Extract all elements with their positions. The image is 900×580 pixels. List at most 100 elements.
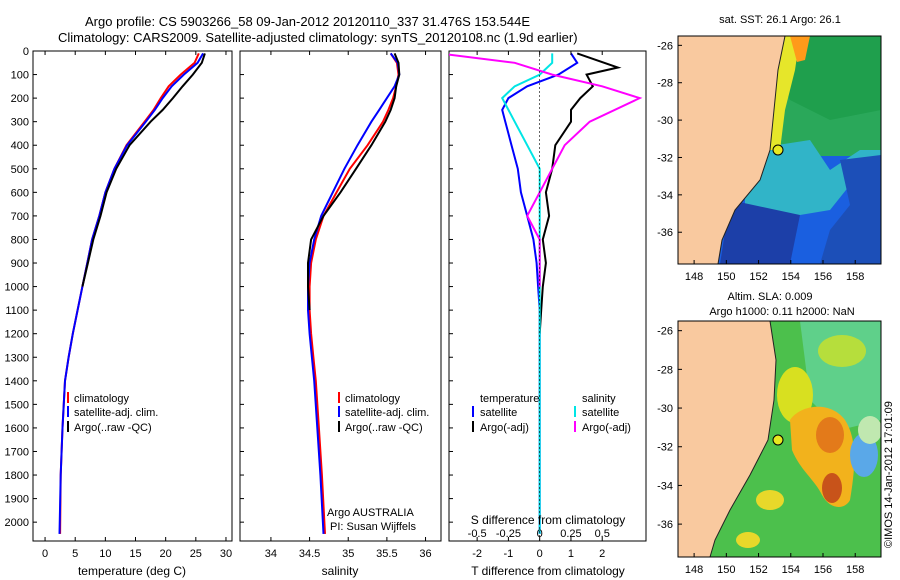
temperature-legend: climatology satellite-adj. clim. Argo(..… bbox=[67, 392, 158, 434]
difference-legend: temperature satellite Argo(-adj) salinit… bbox=[472, 393, 631, 434]
legend-label-argo: Argo(..raw -QC) bbox=[345, 422, 423, 434]
argo-float-marker bbox=[772, 434, 784, 446]
y-tick-label: 1700 bbox=[5, 446, 29, 458]
map-y-tick-label: -30 bbox=[657, 115, 673, 127]
series-line-argo--adj- bbox=[449, 53, 643, 287]
map-x-tick-label: 150 bbox=[717, 564, 735, 576]
map-x-tick-label: 152 bbox=[749, 564, 767, 576]
sla-map-title: Altim. SLA: 0.009 bbox=[728, 291, 813, 303]
legend-label-argo: Argo(..raw -QC) bbox=[74, 422, 152, 434]
y-tick-label: 600 bbox=[11, 187, 29, 199]
y-tick-label: 300 bbox=[11, 117, 29, 129]
legend-label-satellite: satellite-adj. clim. bbox=[74, 407, 158, 419]
series-line-argo---raw--qc- bbox=[307, 53, 401, 311]
difference-axes-frame bbox=[448, 50, 647, 542]
y-tick-label: 100 bbox=[11, 70, 29, 82]
plot-title-line2: Climatology: CARS2009. Satellite-adjuste… bbox=[58, 30, 578, 45]
map-x-tick-label: 158 bbox=[846, 271, 864, 283]
argo-float-marker bbox=[772, 144, 784, 156]
series-line-climatology bbox=[308, 52, 400, 534]
map-x-tick-label: 150 bbox=[717, 271, 735, 283]
y-tick-label: 1400 bbox=[5, 376, 29, 388]
imos-credit: ©IMOS 14-Jan-2012 17:01:09 bbox=[883, 401, 895, 548]
map-y-tick-label: -32 bbox=[657, 152, 673, 164]
series-line-argo---raw--qc- bbox=[81, 53, 206, 287]
y-tick-label: 1300 bbox=[5, 352, 29, 364]
y-tick-label: 400 bbox=[11, 140, 29, 152]
legend-label-t-satellite: satellite bbox=[480, 407, 517, 419]
map-x-tick-label: 156 bbox=[814, 564, 832, 576]
salinity-panel: 34 34.5 35 35.5 36 salinity climatology sate… bbox=[239, 50, 442, 578]
x-tick-label: 1 bbox=[568, 548, 574, 560]
s-tick-label: -0.25 bbox=[496, 528, 521, 540]
sst-map-title: sat. SST: 26.1 Argo: 26.1 bbox=[719, 14, 841, 26]
s-tick-label: 0 bbox=[537, 528, 543, 540]
x-tick-label: 30 bbox=[220, 548, 232, 560]
y-tick-label: 1000 bbox=[5, 282, 29, 294]
map-y-tick-label: -34 bbox=[657, 190, 673, 202]
map-y-tick-label: -36 bbox=[657, 519, 673, 531]
salinity-axes-frame bbox=[239, 50, 442, 542]
map-y-tick-label: -26 bbox=[657, 326, 673, 338]
map-x-tick-label: 154 bbox=[782, 271, 800, 283]
map-x-tick-label: 152 bbox=[749, 271, 767, 283]
legend-label-s-argo: Argo(-adj) bbox=[582, 422, 631, 434]
x-tick-label: 35.5 bbox=[376, 548, 397, 560]
legend-title-temperature: temperature bbox=[480, 393, 539, 405]
y-tick-label: 500 bbox=[11, 164, 29, 176]
legend-label-satellite: satellite-adj. clim. bbox=[345, 407, 429, 419]
s-tick-label: 0.5 bbox=[595, 528, 610, 540]
map-y-tick-label: -34 bbox=[657, 480, 673, 492]
map-y-tick-label: -30 bbox=[657, 403, 673, 415]
x-tick-label: 10 bbox=[99, 548, 111, 560]
map-y-tick-label: -36 bbox=[657, 227, 673, 239]
sla-map-subtitle: Argo h1000: 0.11 h2000: NaN bbox=[709, 306, 854, 318]
map-y-tick-label: -32 bbox=[657, 442, 673, 454]
x-tick-label: 2 bbox=[599, 548, 605, 560]
salinity-xlabel: salinity bbox=[322, 564, 359, 578]
sla-map-panel: Altim. SLA: 0.009 Argo h1000: 0.11 h2000… bbox=[657, 291, 882, 576]
sla-heatmap bbox=[678, 321, 881, 557]
x-tick-label: -1 bbox=[504, 548, 514, 560]
temperature-axes-frame bbox=[32, 50, 233, 542]
series-line-satellite-adj--clim- bbox=[58, 52, 204, 534]
s-tick-label: -0.5 bbox=[468, 528, 487, 540]
y-tick-label: 2000 bbox=[5, 517, 29, 529]
sst-map-panel: sat. SST: 26.1 Argo: 26.1 148 150 152 154 15… bbox=[657, 14, 882, 283]
difference-panel: -2 -1 0 1 2 -0.5 -0.25 0 0.25 0.5 S difference f… bbox=[448, 50, 647, 578]
y-tick-label: 700 bbox=[11, 211, 29, 223]
legend-label-climatology: climatology bbox=[345, 393, 401, 405]
temperature-xlabel: temperature (deg C) bbox=[78, 564, 186, 578]
x-tick-label: 0 bbox=[42, 548, 48, 560]
plot-title-line1: Argo profile: CS 5903266_58 09-Jan-2012 … bbox=[85, 14, 531, 29]
y-tick-label: 1800 bbox=[5, 470, 29, 482]
y-tick-label: 1900 bbox=[5, 494, 29, 506]
y-tick-label: 1500 bbox=[5, 399, 29, 411]
map-x-tick-label: 148 bbox=[685, 564, 703, 576]
t-difference-xlabel: T difference from climatology bbox=[471, 564, 625, 578]
map-x-tick-label: 148 bbox=[685, 271, 703, 283]
x-tick-label: 15 bbox=[129, 548, 141, 560]
series-line-argo--adj- bbox=[538, 52, 622, 334]
map-x-tick-label: 156 bbox=[814, 271, 832, 283]
legend-label-t-argo: Argo(-adj) bbox=[480, 422, 529, 434]
legend-label-climatology: climatology bbox=[74, 393, 130, 405]
y-tick-label: 900 bbox=[11, 258, 29, 270]
sst-heatmap bbox=[678, 36, 881, 264]
x-tick-label: 36 bbox=[419, 548, 431, 560]
x-tick-label: -2 bbox=[472, 548, 482, 560]
s-tick-label: 0.25 bbox=[560, 528, 581, 540]
x-tick-label: 5 bbox=[72, 548, 78, 560]
y-tick-label: 1200 bbox=[5, 329, 29, 341]
map-y-tick-label: -26 bbox=[657, 40, 673, 52]
x-tick-label: 34 bbox=[265, 548, 277, 560]
y-tick-label: 0 bbox=[23, 46, 29, 58]
x-tick-label: 25 bbox=[190, 548, 202, 560]
x-tick-label: 35 bbox=[342, 548, 354, 560]
x-tick-label: 0 bbox=[537, 548, 543, 560]
map-x-tick-label: 158 bbox=[846, 564, 864, 576]
y-tick-label: 1600 bbox=[5, 423, 29, 435]
s-difference-label: S difference from climatology bbox=[471, 513, 626, 527]
y-tick-label: 200 bbox=[11, 93, 29, 105]
x-tick-label: 20 bbox=[160, 548, 172, 560]
